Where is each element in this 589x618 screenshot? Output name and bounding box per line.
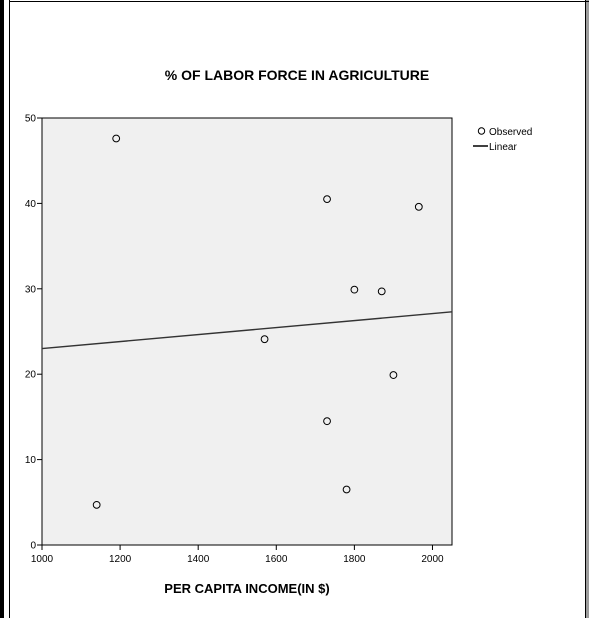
y-tick-label: 50 — [25, 114, 37, 125]
linear-fit-layer — [41, 311, 453, 350]
x-tick-label: 1000 — [31, 554, 54, 565]
observed-point — [260, 335, 269, 344]
legend-observed-marker — [477, 127, 486, 135]
y-tick-label: 10 — [25, 455, 37, 466]
x-tick-label: 2000 — [421, 554, 444, 565]
observed-point — [112, 134, 121, 143]
y-tick-label: 30 — [25, 284, 37, 295]
observed-point — [414, 202, 423, 211]
observed-point — [92, 500, 101, 509]
legend: Observed Linear — [473, 127, 532, 153]
chart-title: % OF LABOR FORCE IN AGRICULTURE — [165, 67, 429, 83]
right-shadow — [586, 0, 589, 618]
observed-points-layer — [92, 134, 423, 509]
legend-observed-label: Observed — [489, 127, 532, 138]
observed-point — [323, 195, 331, 204]
x-tick-label: 1600 — [265, 554, 288, 565]
x-axis-title: PER CAPITA INCOME(IN $) — [164, 581, 329, 596]
y-axis: 0 10 20 30 40 50 — [25, 114, 42, 552]
x-tick-label: 1400 — [187, 554, 210, 565]
plot-area — [41, 117, 453, 546]
observed-point — [377, 287, 386, 296]
left-border — [0, 0, 4, 618]
observed-point — [389, 371, 398, 379]
y-tick-label: 0 — [30, 541, 36, 552]
y-tick-label: 40 — [25, 199, 37, 210]
linear-fit-line — [41, 311, 453, 350]
x-tick-label: 1800 — [343, 554, 366, 565]
x-tick-label: 1200 — [109, 554, 132, 565]
y-tick-label: 20 — [25, 370, 37, 381]
x-axis: 1000 1200 1400 1600 1800 2000 — [31, 545, 444, 565]
observed-point — [323, 417, 331, 426]
observed-point — [342, 485, 351, 494]
legend-linear-label: Linear — [489, 142, 517, 153]
observed-point — [350, 285, 359, 294]
